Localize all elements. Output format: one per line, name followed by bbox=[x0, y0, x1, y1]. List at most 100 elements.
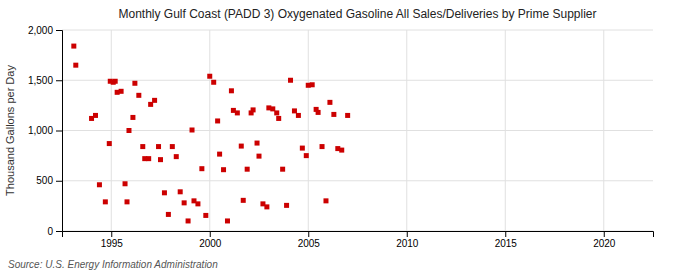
point bbox=[199, 166, 204, 171]
y-tick-mark bbox=[56, 181, 62, 182]
point bbox=[280, 167, 285, 172]
x-tick-label: 2005 bbox=[298, 238, 321, 249]
point bbox=[174, 154, 179, 159]
x-tick-label: 2000 bbox=[199, 238, 222, 249]
point bbox=[170, 144, 175, 149]
x-tick-label: 2015 bbox=[495, 238, 518, 249]
point bbox=[339, 148, 344, 153]
point bbox=[257, 154, 262, 159]
point bbox=[152, 98, 157, 103]
point bbox=[255, 141, 260, 146]
point bbox=[119, 89, 124, 94]
point bbox=[107, 141, 112, 146]
grid-line-y bbox=[62, 80, 653, 81]
y-tick-label: 500 bbox=[36, 175, 53, 186]
point bbox=[71, 44, 76, 49]
point bbox=[323, 198, 328, 203]
chart: 1995 2000 2005 2010 2015 2020 0 500 1,000 1,500 2,… bbox=[0, 0, 675, 275]
y-axis-line bbox=[56, 31, 63, 232]
y-tick: 1,500 bbox=[28, 75, 62, 86]
point bbox=[203, 213, 208, 218]
x-tick-mark bbox=[111, 231, 112, 237]
point bbox=[316, 110, 321, 115]
y-tick-mark bbox=[56, 30, 62, 31]
y-tick-label: 1,500 bbox=[28, 75, 53, 86]
point bbox=[158, 157, 163, 162]
point bbox=[284, 203, 289, 208]
point bbox=[113, 79, 118, 84]
point bbox=[320, 144, 325, 149]
point bbox=[331, 112, 336, 117]
point bbox=[136, 93, 141, 98]
title: Monthly Gulf Coast (PADD 3) Oxygenated G… bbox=[119, 7, 597, 21]
point bbox=[103, 199, 108, 204]
point bbox=[93, 113, 98, 118]
y-tick-mark bbox=[56, 231, 62, 232]
x-tick: 2005 bbox=[298, 231, 321, 249]
point bbox=[211, 80, 216, 85]
x-tick-mark bbox=[407, 231, 408, 237]
y-tick: 500 bbox=[36, 175, 62, 186]
point bbox=[130, 115, 135, 120]
x-tick-label: 1995 bbox=[101, 238, 124, 249]
plot: 1995 2000 2005 2010 2015 2020 0 500 1,000 1,500 2,… bbox=[28, 25, 654, 249]
point bbox=[126, 128, 131, 133]
y-tick-mark bbox=[56, 131, 62, 132]
x-axis: 1995 2000 2005 2010 2015 2020 bbox=[63, 231, 654, 249]
point bbox=[146, 156, 151, 161]
x-axis-line bbox=[63, 232, 654, 238]
point bbox=[274, 110, 279, 115]
x-tick-label: 2010 bbox=[396, 238, 419, 249]
x-tick-mark bbox=[604, 231, 605, 237]
point bbox=[166, 212, 171, 217]
point bbox=[182, 200, 187, 205]
point bbox=[327, 100, 332, 105]
x-tick: 2000 bbox=[199, 231, 222, 249]
point bbox=[296, 113, 301, 118]
y-axis: 0 500 1,000 1,500 2,000 bbox=[28, 25, 63, 237]
x-tick-mark bbox=[505, 231, 506, 237]
point bbox=[123, 181, 128, 186]
point bbox=[300, 146, 305, 151]
point bbox=[225, 218, 230, 223]
x-tick: 1995 bbox=[101, 231, 124, 249]
point bbox=[207, 74, 212, 79]
point bbox=[245, 167, 250, 172]
point bbox=[239, 144, 244, 149]
y-tick-mark bbox=[56, 80, 62, 81]
x-tick-mark bbox=[210, 231, 211, 237]
point bbox=[310, 82, 315, 87]
point bbox=[178, 189, 183, 194]
point bbox=[156, 144, 161, 149]
y-axis-title: Thousand Gallons per Day bbox=[4, 65, 16, 196]
point bbox=[190, 127, 195, 132]
point bbox=[195, 201, 200, 206]
point bbox=[304, 153, 309, 158]
point bbox=[186, 218, 191, 223]
point bbox=[221, 167, 226, 172]
point bbox=[162, 190, 167, 195]
grid bbox=[62, 30, 653, 231]
x-tick: 2015 bbox=[495, 231, 518, 249]
y-tick: 1,000 bbox=[28, 125, 62, 136]
point bbox=[235, 110, 240, 115]
x-tick-mark bbox=[308, 231, 309, 237]
point bbox=[345, 113, 350, 118]
x-tick: 2010 bbox=[396, 231, 419, 249]
point bbox=[73, 63, 78, 68]
point bbox=[264, 204, 269, 209]
point bbox=[132, 81, 137, 86]
point bbox=[140, 144, 145, 149]
x-tick: 2020 bbox=[593, 231, 616, 249]
y-tick-label: 2,000 bbox=[28, 25, 53, 36]
grid-line-y bbox=[62, 180, 653, 181]
point bbox=[251, 107, 256, 112]
points bbox=[71, 44, 350, 224]
point bbox=[288, 78, 293, 83]
grid-line-y bbox=[62, 130, 653, 131]
x-tick-label: 2020 bbox=[593, 238, 616, 249]
y-tick: 2,000 bbox=[28, 25, 62, 36]
y-tick-label: 0 bbox=[47, 226, 53, 237]
y-tick: 0 bbox=[47, 226, 62, 237]
point bbox=[292, 108, 297, 113]
